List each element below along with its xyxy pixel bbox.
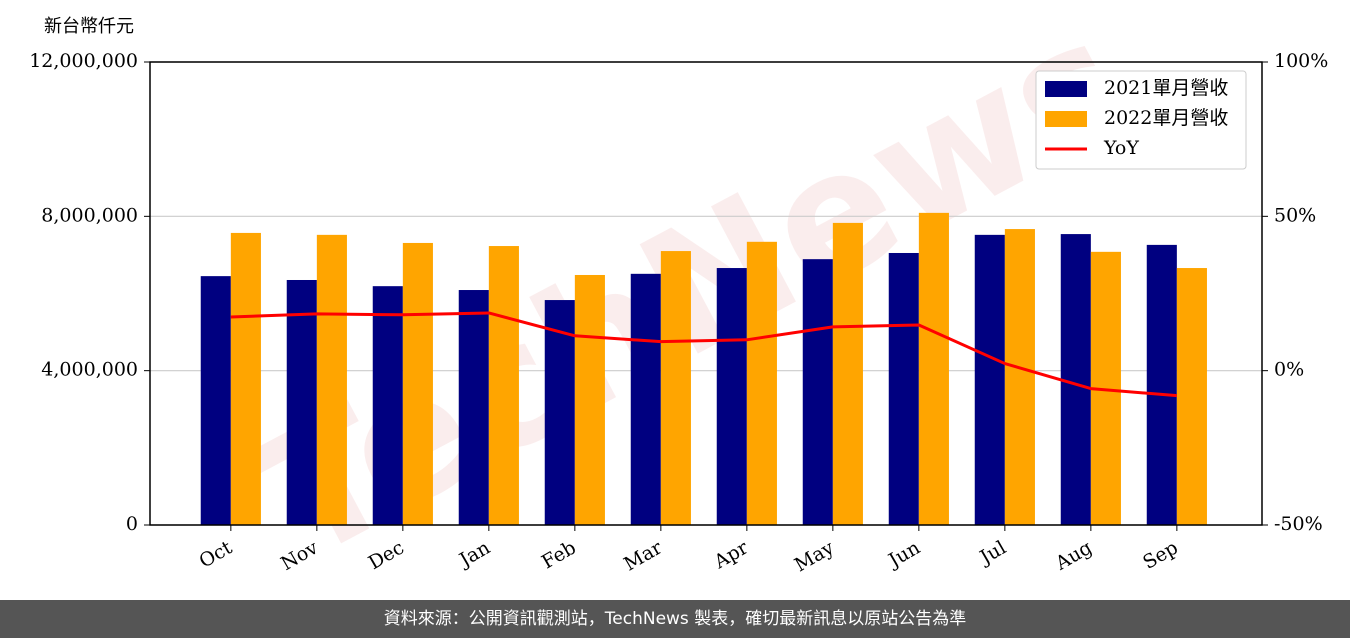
x-tick-label: Jun bbox=[883, 537, 924, 573]
x-tick-label: Aug bbox=[1051, 537, 1096, 576]
chart: 新台幣仟元 TechNews 04,000,0008,000,00012,000… bbox=[29, 0, 1328, 599]
bar bbox=[230, 232, 261, 525]
legend-label: YoY bbox=[1103, 137, 1139, 159]
y2-tick-label: 0% bbox=[1274, 359, 1304, 381]
y-axis-label: 新台幣仟元 bbox=[44, 16, 134, 37]
y2-tick-label: 50% bbox=[1274, 204, 1316, 226]
y2-tick-label: -50% bbox=[1274, 513, 1323, 535]
bar bbox=[402, 242, 433, 526]
x-tick-label: Jul bbox=[975, 537, 1010, 570]
x-tick-label: May bbox=[791, 536, 838, 576]
legend-box bbox=[1035, 70, 1247, 170]
x-tick-label: Oct bbox=[196, 536, 237, 572]
bar bbox=[918, 212, 949, 525]
bar bbox=[200, 276, 231, 525]
bar bbox=[802, 259, 833, 525]
bar bbox=[1176, 268, 1207, 525]
y-tick-label: 12,000,000 bbox=[29, 50, 138, 72]
bar bbox=[832, 222, 863, 525]
y-tick-label: 0 bbox=[126, 513, 138, 535]
bar bbox=[1060, 234, 1091, 525]
legend-label: 2022單月營收 bbox=[1104, 107, 1228, 129]
bar bbox=[544, 300, 575, 525]
bar bbox=[286, 279, 317, 525]
x-tick-label: Apr bbox=[710, 536, 753, 573]
x-tick-label: Jan bbox=[454, 537, 494, 573]
plot-frame bbox=[149, 61, 1263, 526]
bar bbox=[716, 268, 747, 525]
bar bbox=[630, 273, 661, 525]
y-tick-label: 8,000,000 bbox=[41, 204, 138, 226]
bar bbox=[1004, 229, 1035, 525]
bar bbox=[1146, 244, 1177, 525]
bar bbox=[458, 290, 489, 525]
bar bbox=[660, 251, 691, 525]
y2-tick-label: 100% bbox=[1274, 50, 1328, 72]
bar bbox=[746, 241, 777, 525]
bar bbox=[372, 286, 403, 525]
footer: 資料來源：公開資訊觀測站，TechNews 製表，確切最新訊息以原站公告為準 bbox=[0, 600, 1350, 638]
y-tick-label: 4,000,000 bbox=[41, 359, 138, 381]
legend-swatch bbox=[1045, 111, 1087, 127]
x-tick-label: Mar bbox=[620, 536, 666, 575]
bar bbox=[888, 252, 919, 526]
legend-swatch bbox=[1045, 81, 1087, 97]
bar bbox=[974, 234, 1005, 525]
bar bbox=[574, 274, 605, 525]
x-tick-label: Sep bbox=[1139, 537, 1182, 574]
bar bbox=[316, 234, 347, 525]
bar bbox=[488, 246, 519, 526]
legend-label: 2021單月營收 bbox=[1104, 77, 1228, 99]
x-tick-label: Feb bbox=[538, 537, 580, 574]
line bbox=[230, 311, 1177, 398]
